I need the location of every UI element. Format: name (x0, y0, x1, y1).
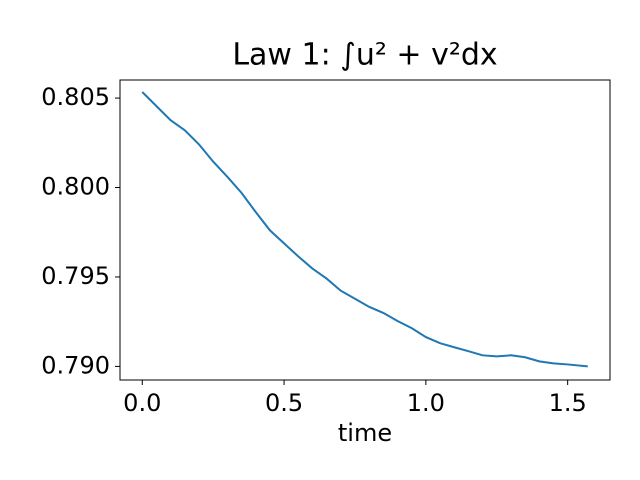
x-axis-label: time (338, 419, 392, 447)
y-tick-label: 0.795 (41, 262, 110, 290)
x-tick-label: 1.0 (407, 389, 445, 417)
y-tick-label: 0.800 (41, 173, 110, 201)
x-tick-label: 0.5 (265, 389, 303, 417)
plot-frame (119, 79, 611, 381)
line (141, 91, 588, 368)
x-tick-label: 0.0 (123, 389, 161, 417)
y-tick-label: 0.790 (41, 351, 110, 379)
x-tick-label: 1.5 (549, 389, 587, 417)
chart-title: Law 1: ∫u² + v²dx (232, 38, 497, 73)
y-tick-label: 0.805 (41, 83, 110, 111)
